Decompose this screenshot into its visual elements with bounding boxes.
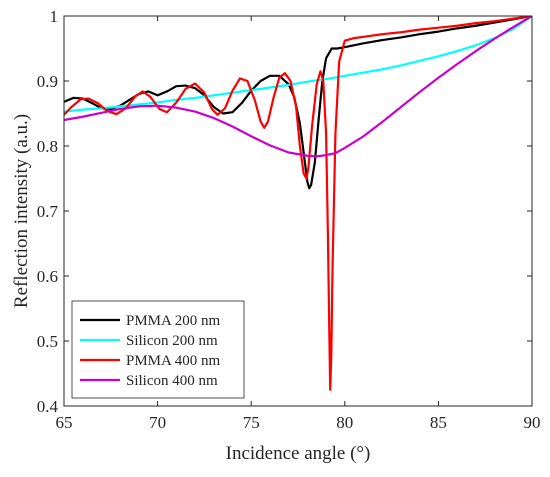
legend-label-pmma-400: PMMA 400 nm bbox=[126, 353, 221, 369]
series-line-silicon-200-nm bbox=[64, 16, 532, 113]
y-tick-label: 1 bbox=[50, 7, 59, 26]
x-tick-label: 65 bbox=[56, 413, 73, 432]
series-line-silicon-400-nm bbox=[64, 16, 532, 158]
x-tick-label: 85 bbox=[430, 413, 447, 432]
y-axis-label: Reflection intensity (a.u.) bbox=[11, 114, 32, 308]
legend-entry-pmma-200: PMMA 200 nm bbox=[80, 313, 221, 329]
legend-label-pmma-200: PMMA 200 nm bbox=[126, 313, 221, 329]
legend-entry-pmma-400: PMMA 400 nm bbox=[80, 353, 221, 369]
x-tick-label: 90 bbox=[524, 413, 541, 432]
y-tick-label: 0.4 bbox=[37, 397, 59, 416]
legend-box bbox=[71, 300, 245, 399]
legend-entry-silicon-400: Silicon 400 nm bbox=[80, 373, 218, 389]
y-tick-label: 0.9 bbox=[37, 72, 58, 91]
legend: PMMA 200 nm Silicon 200 nm PMMA 400 nm S… bbox=[71, 300, 245, 399]
series-layer bbox=[64, 16, 532, 391]
legend-entry-silicon-200: Silicon 200 nm bbox=[80, 333, 218, 349]
legend-label-silicon-400: Silicon 400 nm bbox=[126, 373, 218, 389]
x-tick-label: 75 bbox=[243, 413, 260, 432]
legend-label-silicon-200: Silicon 200 nm bbox=[126, 333, 218, 349]
series-line-pmma-400-nm bbox=[64, 16, 532, 391]
x-tick-label: 80 bbox=[336, 413, 353, 432]
x-tick-label: 70 bbox=[149, 413, 166, 432]
y-tick-label: 0.6 bbox=[37, 267, 58, 286]
y-tick-label: 0.7 bbox=[37, 202, 59, 221]
tick-layer: 65 70 75 80 85 90 0.4 0.5 0.6 0.7 0.8 0.9 1 bbox=[37, 7, 541, 432]
x-axis-label: Incidence angle (°) bbox=[226, 443, 371, 464]
y-tick-label: 0.8 bbox=[37, 137, 58, 156]
y-tick-label: 0.5 bbox=[37, 332, 58, 351]
